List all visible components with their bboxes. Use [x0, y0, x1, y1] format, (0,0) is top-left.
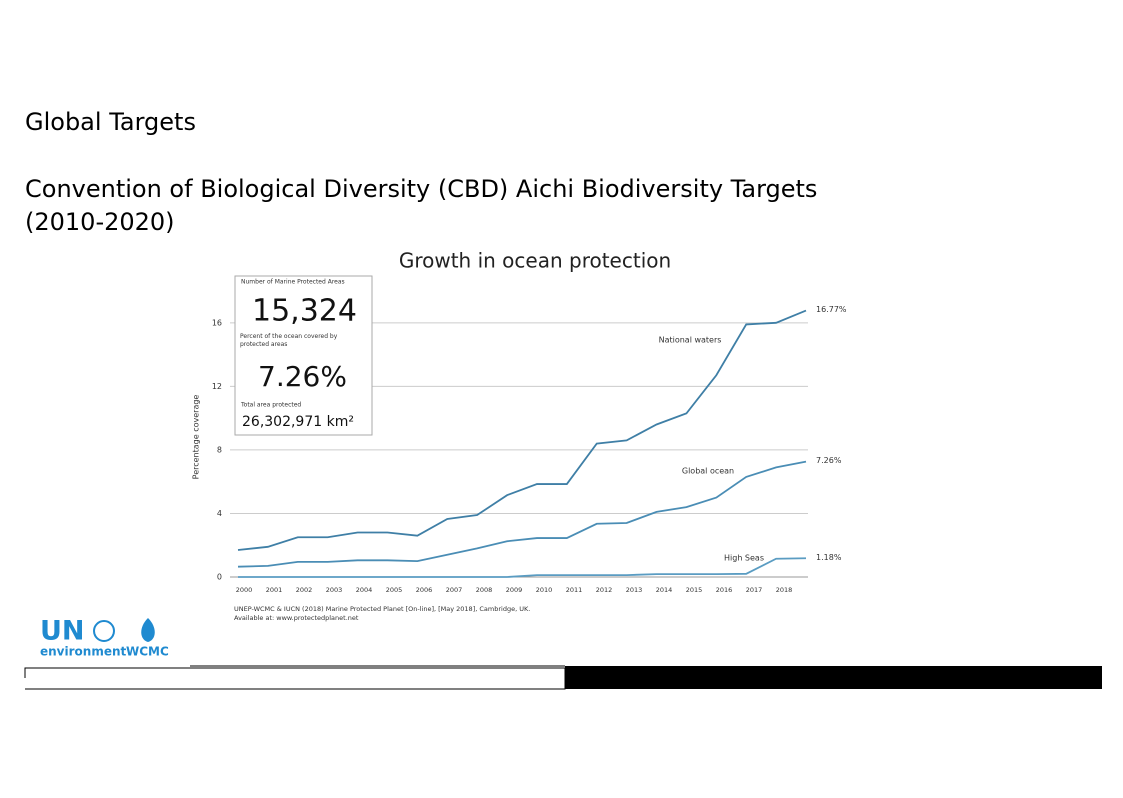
x-tick-label: 2009 — [506, 586, 523, 594]
x-tick-label: 2004 — [356, 586, 373, 594]
x-tick-label: 2015 — [686, 586, 703, 594]
info-value: 7.26% — [258, 360, 347, 393]
logo-un: UN — [40, 616, 85, 647]
value-label: 7.26% — [816, 456, 842, 465]
y-tick-label: 4 — [217, 509, 222, 518]
period: (2010-2020) — [25, 208, 175, 236]
source: UNEP-WCMC & IUCN (2018) Marine Protected… — [234, 605, 530, 613]
info-label: Number of Marine Protected Areas — [241, 279, 345, 286]
value-label: 16.77% — [816, 305, 847, 314]
series-label: Global ocean — [682, 467, 734, 476]
x-tick-label: 2016 — [716, 586, 733, 594]
x-tick-label: 2008 — [476, 586, 493, 594]
x-tick-label: 2014 — [656, 586, 673, 594]
series-label: National waters — [659, 336, 722, 345]
info-box — [234, 275, 373, 436]
value-label: 1.18% — [816, 553, 842, 562]
info-label: Percent of the ocean covered by protecte… — [240, 333, 338, 348]
series-line — [237, 309, 807, 551]
series-line — [238, 557, 807, 578]
x-tick-label: 2013 — [626, 586, 643, 594]
x-tick-label: 2002 — [296, 586, 313, 594]
series-label: High Seas — [724, 554, 764, 563]
logo-drop — [141, 618, 155, 642]
info-label-text: Percent of the ocean covered by protecte… — [240, 333, 338, 348]
x-tick-label: 2011 — [566, 586, 583, 594]
info-label: Total area protected — [240, 402, 301, 409]
info-value: 15,324 — [252, 294, 357, 329]
logo-wcmc: WCMC — [126, 645, 169, 659]
chart-title: Growth in ocean protection — [399, 249, 671, 273]
source: Available at: www.protectedplanet.net — [234, 614, 359, 622]
x-tick-label: 2007 — [446, 586, 463, 594]
logo-emblem — [93, 620, 115, 642]
plot: 0 4 8 12 16 2000 2001 2002 2003 2004 2005 2006 2007 2… — [212, 305, 847, 594]
logo-environment: environment — [40, 645, 127, 659]
y-tick-label: 0 — [217, 573, 222, 582]
x-tick-label: 2000 — [236, 586, 253, 594]
subheading: Convention of Biological Diversity (CBD)… — [25, 175, 817, 203]
series-line — [237, 460, 807, 568]
footer-line — [24, 667, 566, 690]
footer-bar — [565, 666, 1102, 689]
x-tick-label: 2018 — [776, 586, 793, 594]
x-tick-label: 2003 — [326, 586, 343, 594]
x-tick-label: 2012 — [596, 586, 613, 594]
y-tick-label: 8 — [217, 445, 222, 454]
x-tick-label: 2006 — [416, 586, 433, 594]
y-axis-label: Percentage coverage — [192, 395, 201, 480]
x-tick-label: 2001 — [266, 586, 283, 594]
heading: Global Targets — [25, 108, 196, 136]
x-tick-label: 2005 — [386, 586, 403, 594]
x-tick-label: 2017 — [746, 586, 763, 594]
y-tick-label: 16 — [212, 318, 222, 327]
info-value: 26,302,971 km² — [242, 414, 354, 430]
y-tick-label: 12 — [212, 382, 222, 391]
x-tick-label: 2010 — [536, 586, 553, 594]
